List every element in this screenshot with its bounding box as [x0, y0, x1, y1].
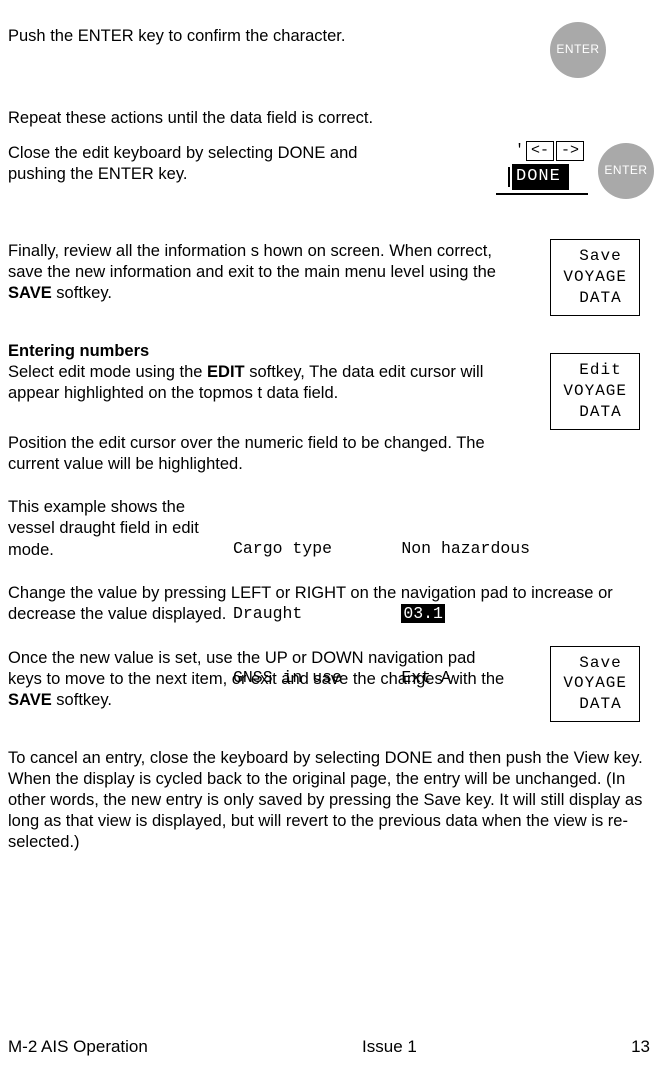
save-softkey-icon: Save VOYAGE DATA [550, 239, 640, 315]
done-label-row: DONE [496, 164, 588, 190]
section-close-keyboard: Close the edit keyboard by selecting DON… [8, 143, 650, 219]
section-confirm: Push the ENTER key to confirm the charac… [8, 26, 650, 86]
section-change-value: Change the value by pressing LEFT or RIG… [8, 583, 650, 625]
body-text: This example shows the vessel draught fi… [8, 497, 208, 560]
text-segment: Once the new value is set, use the UP or… [8, 649, 504, 688]
section-cancel-entry: To cancel an entry, close the keyboard b… [8, 748, 650, 854]
text-segment: Finally, review all the information s ho… [8, 242, 496, 281]
enter-key-label: ENTER [604, 163, 647, 178]
body-text: To cancel an entry, close the keyboard b… [8, 748, 650, 854]
body-text: Select edit mode using the EDIT softkey,… [8, 362, 508, 404]
enter-key-label: ENTER [556, 42, 599, 57]
text-segment: softkey. [52, 284, 112, 302]
page-footer: M-2 AIS Operation Issue 1 13 [8, 1036, 650, 1058]
body-text: Push the ENTER key to confirm the charac… [8, 26, 508, 47]
text-segment: softkey. [52, 691, 112, 709]
divider [496, 193, 588, 195]
done-arrow-row: ' <- -> [496, 139, 588, 164]
section-save-changes: Once the new value is set, use the UP or… [8, 648, 650, 726]
save-keyword: SAVE [8, 284, 52, 302]
tick-mark: ' [515, 141, 524, 161]
done-tick-icon [496, 167, 510, 187]
footer-doc-title: M-2 AIS Operation [8, 1036, 148, 1058]
body-text: Change the value by pressing LEFT or RIG… [8, 583, 650, 625]
lcd-spacer [332, 539, 401, 558]
footer-page-number: 13 [631, 1036, 650, 1058]
body-text: Close the edit keyboard by selecting DON… [8, 143, 408, 185]
edit-keyword: EDIT [207, 363, 245, 381]
body-text: Repeat these actions until the data fiel… [8, 108, 508, 129]
section-position-cursor: Position the edit cursor over the numeri… [8, 433, 650, 475]
body-text: Once the new value is set, use the UP or… [8, 648, 508, 711]
enter-key-icon: ENTER [598, 143, 654, 199]
save-softkey-icon: Save VOYAGE DATA [550, 646, 640, 722]
save-keyword: SAVE [8, 691, 52, 709]
body-text: Position the edit cursor over the numeri… [8, 433, 508, 475]
arrow-left-icon: <- [526, 141, 554, 161]
edit-softkey-icon: Edit VOYAGE DATA [550, 353, 640, 429]
footer-issue: Issue 1 [362, 1036, 417, 1058]
section-example: This example shows the vessel draught fi… [8, 497, 650, 561]
body-text: Finally, review all the information s ho… [8, 241, 508, 304]
lcd-row: Cargo type Non hazardous [233, 538, 530, 559]
text-segment: Select edit mode using the [8, 363, 207, 381]
section-entering-numbers: Entering numbers Select edit mode using … [8, 341, 650, 419]
section-save: Finally, review all the information s ho… [8, 241, 650, 319]
arrow-right-icon: -> [556, 141, 584, 161]
done-label: DONE [512, 164, 569, 190]
lcd-value: Non hazardous [401, 539, 530, 558]
section-repeat: Repeat these actions until the data fiel… [8, 108, 650, 129]
lcd-label: Cargo type [233, 539, 332, 558]
done-softkey-graphic: ' <- -> DONE [496, 139, 588, 195]
enter-key-icon: ENTER [550, 22, 606, 78]
